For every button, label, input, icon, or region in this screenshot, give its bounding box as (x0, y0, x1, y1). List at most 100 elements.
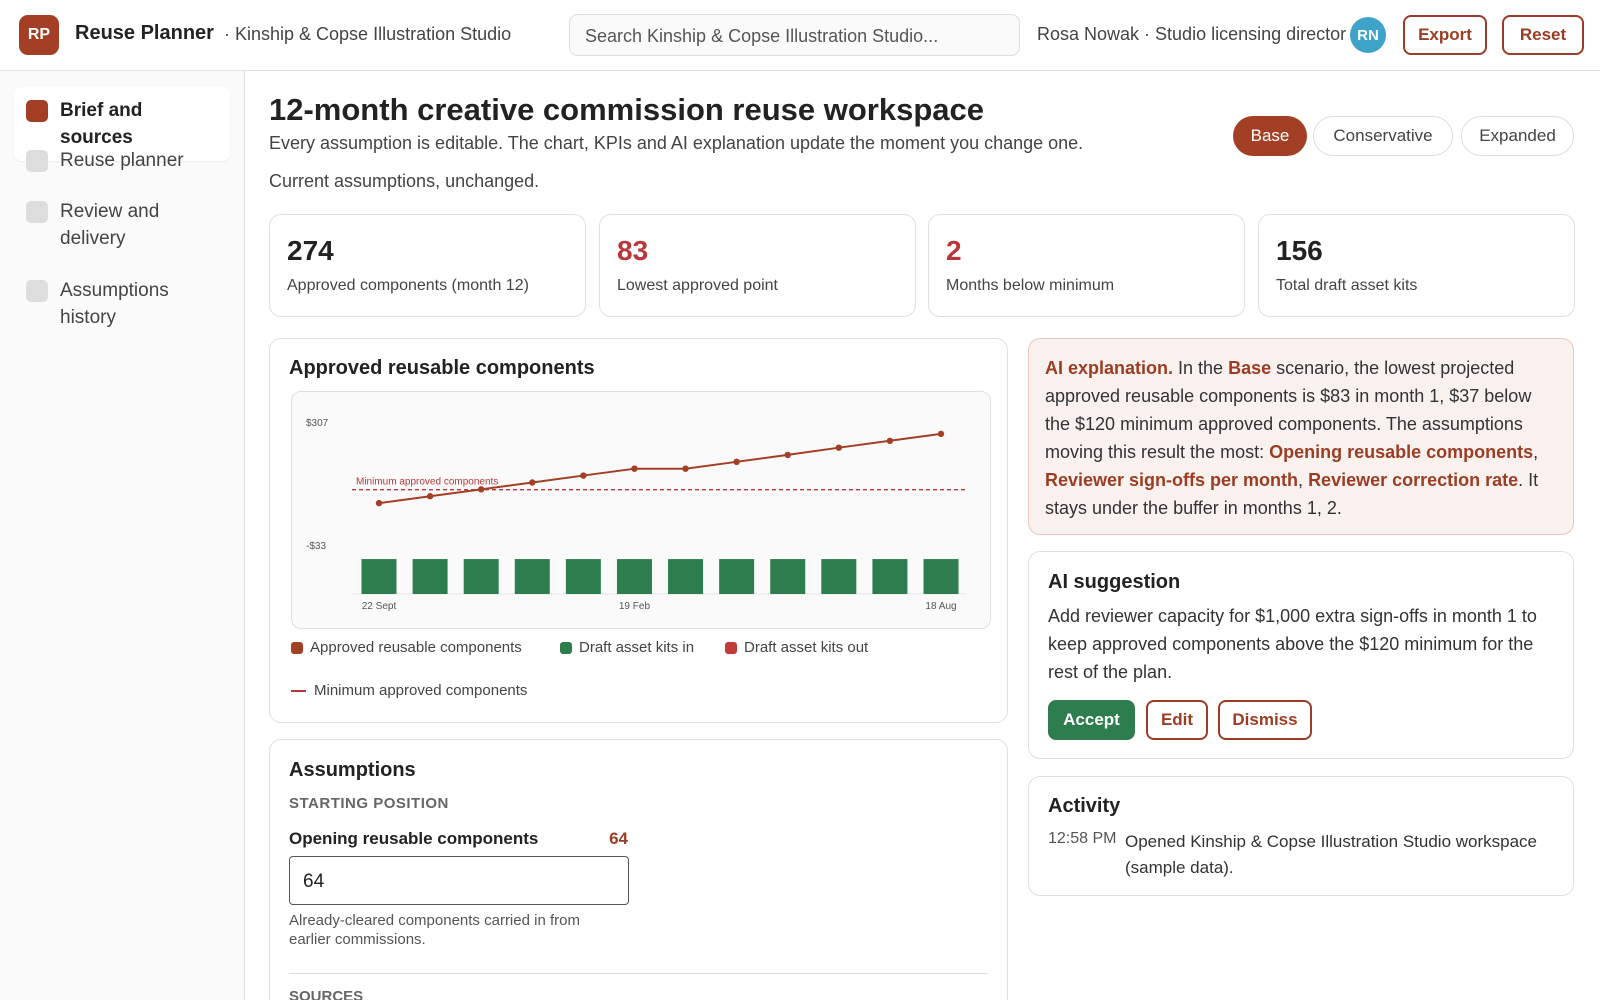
kpi-card: 83 Lowest approved point (599, 214, 916, 317)
kpi-label: Lowest approved point (617, 277, 778, 294)
point (835, 444, 843, 451)
ai-suggestion: AI suggestion Add reviewer capacity for … (1028, 551, 1574, 759)
chart-card: Approved reusable components $307 -$33 22 … (269, 338, 1008, 723)
bar (616, 559, 652, 594)
bar (565, 559, 601, 594)
kpi-card: 2 Months below minimum (928, 214, 1245, 317)
workspace-name: · Kinship & Copse Illustration Studio (224, 24, 512, 44)
kpi-card: 274 Approved components (month 12) (269, 214, 586, 317)
bar (514, 559, 550, 594)
assumptions-title: Assumptions (289, 759, 416, 781)
text: , (1533, 442, 1539, 462)
field-label: Opening reusable components (289, 829, 539, 848)
field-input[interactable]: 64 (289, 856, 629, 905)
accept-button[interactable]: Accept (1048, 700, 1135, 740)
avatar[interactable]: RN (1350, 17, 1386, 53)
nav-item[interactable]: Reuse planner (14, 137, 230, 184)
reset-button[interactable]: Reset (1502, 15, 1584, 55)
point (733, 458, 740, 466)
nav-item[interactable]: Assumptions history (14, 267, 194, 341)
bar (463, 559, 499, 594)
edit-button[interactable]: Edit (1146, 700, 1208, 740)
y-tick-label: -$33 (306, 541, 326, 552)
ai-explanation: AI explanation. In the Base scenario, th… (1028, 338, 1574, 535)
kpi-label: Approved components (month 12) (287, 277, 529, 294)
nav-label: Assumptions history (60, 280, 169, 328)
point (937, 430, 945, 438)
legend-label: Approved reusable components (310, 639, 522, 656)
bar (923, 559, 959, 594)
nav-label: Brief and sources (60, 100, 143, 148)
legend-label: Draft asset kits out (744, 639, 869, 656)
chart: $307 -$33 22 Sept 19 Feb 18 Aug Minimum appro… (291, 391, 991, 629)
search[interactable]: Search Kinship & Copse Illustration Stud… (569, 14, 1020, 56)
activity: Activity 12:58 PM Opened Kinship & Copse… (1028, 776, 1574, 896)
kpi-value: 274 (287, 235, 334, 266)
reference-label: Minimum approved components (356, 477, 498, 488)
subtitle: Every assumption is editable. The chart,… (269, 133, 1084, 153)
nav-label: Reuse planner (60, 150, 184, 171)
nav-label: Review and delivery (60, 201, 160, 249)
bar (412, 559, 448, 594)
kpi-label: Total draft asset kits (1276, 277, 1418, 294)
x-tick-label: 19 Feb (619, 601, 651, 612)
nav-item[interactable]: Review and delivery (14, 188, 194, 262)
kpi-value: 2 (946, 235, 962, 266)
bar (872, 559, 908, 594)
point (529, 479, 536, 486)
suggestion-text: Add reviewer capacity for $1,000 extra s… (1048, 606, 1537, 682)
driver: Reviewer sign-offs per month (1045, 470, 1299, 490)
scenario-base[interactable]: Base (1233, 116, 1307, 156)
bar (821, 559, 857, 594)
legend-label: Minimum approved components (314, 682, 528, 699)
x-tick-label: 22 Sept (362, 601, 397, 612)
text: , (1298, 470, 1309, 490)
driver: Opening reusable components (1269, 442, 1534, 462)
ai-label: AI explanation. (1045, 358, 1174, 378)
export-button[interactable]: Export (1403, 15, 1487, 55)
sidebar: Brief and sources Reuse planner Review a… (0, 71, 245, 1000)
text: In the (1173, 358, 1229, 378)
line (378, 432, 942, 505)
point (682, 465, 689, 472)
activity-time: 12:58 PM (1048, 830, 1117, 847)
kpi-value: 156 (1276, 235, 1323, 266)
status: Current assumptions, unchanged. (269, 171, 540, 191)
point (426, 493, 434, 500)
y-tick-label: $307 (306, 418, 329, 429)
logo: RP (19, 15, 59, 55)
text: . It stays under the buffer in months 1,… (1045, 470, 1539, 518)
kpi-card: 156 Total draft asset kits (1258, 214, 1575, 317)
section-label: SOURCES (289, 988, 364, 1000)
x-tick-label: 18 Aug (925, 601, 956, 612)
legend-label: Draft asset kits in (579, 639, 695, 656)
dismiss-button[interactable]: Dismiss (1218, 700, 1312, 740)
activity-title: Activity (1048, 795, 1121, 817)
point (631, 465, 638, 472)
page-title: 12-month creative commission reuse works… (269, 92, 985, 127)
point (886, 437, 894, 445)
bar (719, 559, 755, 594)
section-label: STARTING POSITION (289, 795, 449, 812)
header: RP Reuse Planner · Kinship & Copse Illus… (0, 0, 1600, 71)
user-name: Rosa Nowak · Studio licensing director (1037, 24, 1347, 44)
nav-item[interactable]: Brief and sources (14, 87, 230, 161)
bar (668, 559, 704, 594)
chart-title: Approved reusable components (289, 357, 595, 379)
scenario-conservative[interactable]: Conservative (1313, 116, 1453, 156)
kpi-value: 83 (617, 235, 649, 266)
bar (770, 559, 806, 594)
legend-item: Minimum approved components (291, 682, 527, 699)
app-name: Reuse Planner (75, 22, 214, 44)
assumptions-card: Assumptions STARTING POSITION Opening re… (269, 739, 1008, 1000)
kpi-label: Months below minimum (946, 277, 1115, 294)
scenario-ref: Base (1228, 358, 1272, 378)
legend-item: Draft asset kits in (560, 639, 694, 656)
scenario-expanded[interactable]: Expanded (1461, 116, 1574, 156)
driver: Reviewer correction rate (1308, 470, 1519, 490)
point (784, 451, 791, 459)
bar (361, 559, 397, 594)
field-value-badge: 64 (609, 829, 628, 848)
